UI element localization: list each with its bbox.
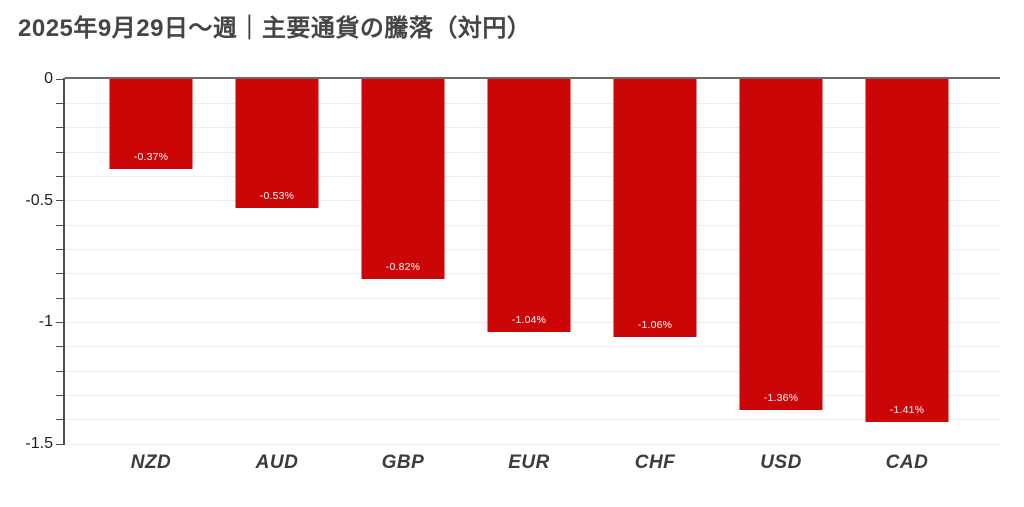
bar-slot-aud: -0.53% (214, 79, 340, 444)
y-axis-tick (56, 273, 65, 275)
y-axis-tick (56, 175, 65, 177)
bar-slot-chf: -1.06% (592, 79, 718, 444)
bar-gbp: -0.82% (361, 79, 445, 279)
gridline (65, 370, 1000, 372)
y-axis-line (63, 78, 65, 445)
y-axis-tick (56, 102, 65, 104)
y-axis-tick (56, 346, 65, 348)
gridline (65, 443, 1000, 445)
bar-chf: -1.06% (613, 79, 697, 337)
x-axis-label-chf: CHF (634, 452, 676, 473)
bar-slot-cad: -1.41% (844, 79, 970, 444)
y-axis-tick (56, 419, 65, 421)
bar-series: -0.37% -0.53% -0.82% -1.04% -1.06% -1.36% -1.4… (65, 79, 1000, 444)
x-axis-labels: NZD AUD GBP EUR CHF USD CAD (65, 452, 1000, 474)
x-axis-label-gbp: GBP (381, 452, 425, 473)
bar-value-label: -0.53% (259, 189, 295, 202)
bar-cad: -1.41% (865, 79, 949, 423)
bar-aud: -0.53% (235, 79, 319, 208)
y-axis-tick-label: -0.5 (25, 191, 53, 209)
bar-usd: -1.36% (739, 79, 823, 410)
x-axis-label-usd: USD (760, 452, 802, 473)
gridline (65, 346, 1000, 348)
y-axis-tick (56, 321, 65, 323)
y-axis-tick-label: 0 (44, 70, 53, 87)
y-axis-tick (56, 127, 65, 129)
y-axis-tick-label: -1 (38, 313, 53, 331)
x-axis-label-nzd: NZD (130, 452, 172, 473)
y-axis-tick (56, 394, 65, 396)
bar-slot-gbp: -0.82% (340, 79, 466, 444)
y-axis-tick (56, 248, 65, 250)
chart-title: 2025年9月29日〜週｜主要通貨の騰落（対円） (18, 15, 532, 42)
bar-eur: -1.04% (487, 79, 571, 333)
gridline (65, 419, 1000, 421)
bar-slot-eur: -1.04% (466, 79, 592, 444)
bar-value-label: -0.37% (133, 151, 169, 164)
bar-value-label: -1.36% (763, 391, 799, 404)
bar-value-label: -1.41% (889, 404, 925, 417)
y-axis-tick (56, 443, 65, 445)
x-axis-label-aud: AUD (255, 452, 299, 473)
bar-value-label: -1.04% (511, 314, 547, 327)
plot-area: 0 -0.5 -1 -1.5 -0.37% -0.53% -0.82% -1.04% -1.0… (25, 70, 1000, 452)
y-axis-tick-label: -1.5 (25, 435, 53, 452)
x-axis-label-cad: CAD (885, 452, 929, 473)
y-axis-tick (56, 200, 65, 202)
x-axis-label-eur: EUR (508, 452, 550, 473)
bar-nzd: -0.37% (109, 79, 193, 170)
bar-slot-usd: -1.36% (718, 79, 844, 444)
zero-axis-line (65, 77, 1000, 79)
y-axis-tick (56, 370, 65, 372)
y-axis-tick (56, 224, 65, 226)
gridline (65, 394, 1000, 396)
y-axis-tick (56, 297, 65, 299)
bar-value-label: -0.82% (385, 260, 421, 273)
y-axis-tick (56, 78, 65, 80)
y-axis-tick (56, 151, 65, 153)
bar-value-label: -1.06% (637, 318, 673, 331)
bar-slot-nzd: -0.37% (88, 79, 214, 444)
